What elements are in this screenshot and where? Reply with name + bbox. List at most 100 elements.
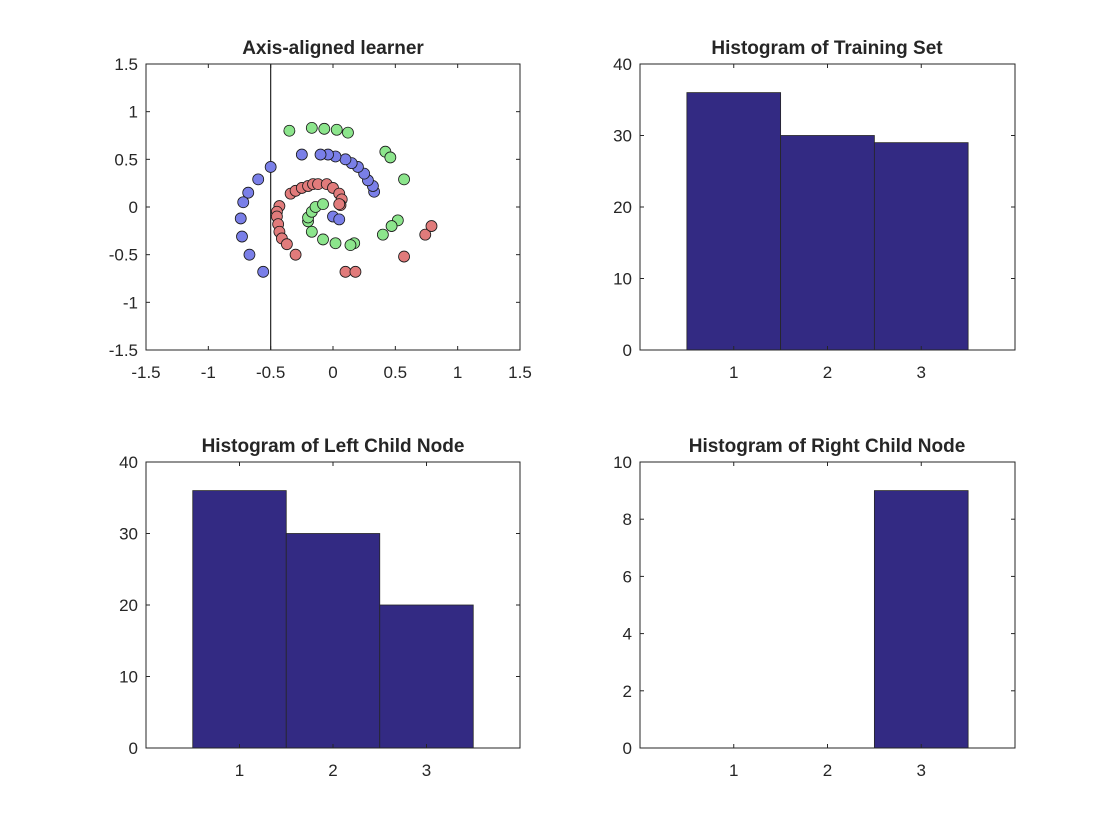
x-tick-label: 2 — [823, 761, 832, 780]
y-tick-label: 30 — [613, 127, 632, 146]
scatter-marks — [234, 64, 438, 350]
left-child-histogram-tick-labels: 1 2 3 40 30 20 10 0 — [119, 453, 431, 780]
scatter-point-class-3 — [339, 265, 352, 278]
scatter-point-class-1 — [333, 213, 346, 226]
scatter-point-class-1 — [242, 186, 255, 199]
x-tick-label: 0 — [328, 363, 337, 382]
x-tick-label: 3 — [917, 761, 926, 780]
scatter-point-class-3 — [280, 238, 293, 251]
scatter-point-class-2 — [384, 151, 397, 164]
bar-1 — [192, 490, 287, 749]
scatter-point-class-3 — [289, 248, 302, 261]
scatter-point-class-3 — [425, 220, 438, 232]
scatter-point-class-1 — [314, 148, 327, 161]
left-child-histogram-panel: Histogram of Left Child Node 1 2 3 40 30 20 10… — [119, 436, 521, 780]
y-tick-label: 0 — [129, 198, 138, 217]
y-tick-label: 4 — [623, 625, 632, 644]
x-tick-label: -1.5 — [131, 363, 160, 382]
scatter-point-class-3 — [333, 198, 346, 211]
scatter-point-class-2 — [344, 239, 357, 252]
scatter-tick-labels: -1.5 -1 -0.5 0 0.5 1 1.5 1.5 1 0.5 0 -0.5 -1 -1.5 — [109, 55, 532, 382]
y-tick-label: -1 — [123, 293, 138, 312]
scatter-point-class-2 — [385, 220, 398, 232]
x-tick-label: 2 — [823, 363, 832, 382]
scatter-point-class-2 — [376, 228, 389, 241]
bar-1 — [686, 92, 782, 351]
bar-3 — [873, 142, 969, 351]
x-tick-label: -1 — [201, 363, 216, 382]
scatter-point-class-3 — [419, 228, 432, 241]
left-child-histogram-title: Histogram of Left Child Node — [202, 436, 465, 457]
scatter-point-class-1 — [243, 248, 256, 261]
scatter-point-class-2 — [317, 198, 329, 211]
scatter-title: Axis-aligned learner — [242, 38, 424, 59]
x-tick-label: 1 — [729, 761, 738, 780]
scatter-point-class-1 — [339, 153, 352, 166]
x-tick-label: -0.5 — [256, 363, 285, 382]
y-tick-label: 20 — [613, 198, 632, 217]
scatter-point-class-2 — [342, 126, 354, 139]
y-tick-label: 30 — [119, 525, 138, 544]
x-tick-label: 1.5 — [508, 363, 532, 382]
scatter-point-class-2 — [317, 233, 329, 246]
scatter-point-class-2 — [305, 225, 318, 238]
right-child-histogram-ticks — [640, 461, 1015, 749]
y-tick-label: 0.5 — [114, 150, 138, 169]
scatter-panel: Axis-aligned learner -1.5 -1 -0.5 0 0.5 1 1.5 1… — [109, 38, 532, 382]
training-histogram-panel: Histogram of Training Set 1 2 3 40 30 20 10 0 — [613, 38, 1016, 382]
scatter-point-class-2 — [283, 124, 296, 137]
left-child-histogram-bars — [192, 490, 474, 749]
training-histogram-ticks — [640, 63, 1015, 351]
scatter-point-class-1 — [252, 173, 265, 186]
y-tick-label: 8 — [623, 510, 632, 529]
y-tick-label: 0 — [129, 739, 138, 758]
scatter-point-class-1 — [264, 161, 277, 173]
y-tick-label: 10 — [119, 668, 138, 687]
y-tick-label: 40 — [613, 55, 632, 74]
right-child-histogram-title: Histogram of Right Child Node — [689, 436, 966, 457]
bar-3 — [379, 604, 474, 749]
scatter-point-class-3 — [398, 250, 410, 263]
scatter-point-class-2 — [329, 237, 342, 250]
scatter-axes-frame — [145, 63, 521, 351]
bar-2 — [780, 135, 875, 351]
right-child-histogram-bars — [873, 490, 969, 749]
x-tick-label: 2 — [328, 761, 337, 780]
scatter-point-class-3 — [349, 265, 362, 278]
y-tick-label: 10 — [613, 270, 632, 289]
scatter-point-class-1 — [257, 265, 270, 278]
scatter-point-class-1 — [237, 196, 250, 209]
scatter-point-class-1 — [236, 230, 248, 243]
y-tick-label: -0.5 — [109, 246, 138, 265]
y-tick-label: 1.5 — [114, 55, 138, 74]
y-tick-label: 1 — [129, 103, 138, 122]
y-tick-label: 40 — [119, 453, 138, 472]
scatter-point-class-1 — [295, 148, 308, 161]
x-tick-label: 1 — [729, 363, 738, 382]
scatter-point-class-2 — [330, 123, 343, 136]
scatter-point-class-2 — [305, 121, 318, 134]
training-histogram-bars — [686, 92, 969, 351]
scatter-point-class-2 — [398, 173, 410, 186]
y-tick-label: 20 — [119, 596, 138, 615]
right-child-histogram-tick-labels: 1 2 3 10 8 6 4 2 0 — [613, 453, 926, 780]
training-histogram-tick-labels: 1 2 3 40 30 20 10 0 — [613, 55, 926, 382]
y-tick-label: 0 — [623, 739, 632, 758]
x-tick-label: 1 — [453, 363, 462, 382]
x-tick-label: 3 — [422, 761, 431, 780]
right-child-histogram-panel: Histogram of Right Child Node 1 2 3 10 8 6 4 2 0 — [613, 436, 1016, 780]
y-tick-label: 6 — [623, 567, 632, 586]
scatter-ticks — [145, 63, 521, 351]
left-child-histogram-ticks — [146, 461, 520, 749]
bar-2 — [285, 533, 381, 749]
y-tick-label: 0 — [623, 341, 632, 360]
y-tick-label: 10 — [613, 453, 632, 472]
x-tick-label: 0.5 — [384, 363, 408, 382]
x-tick-label: 1 — [235, 761, 244, 780]
bar-3 — [873, 490, 969, 749]
training-histogram-title: Histogram of Training Set — [711, 38, 943, 59]
scatter-point-class-2 — [318, 122, 331, 135]
scatter-point-class-1 — [234, 212, 247, 225]
y-tick-label: 2 — [623, 682, 632, 701]
